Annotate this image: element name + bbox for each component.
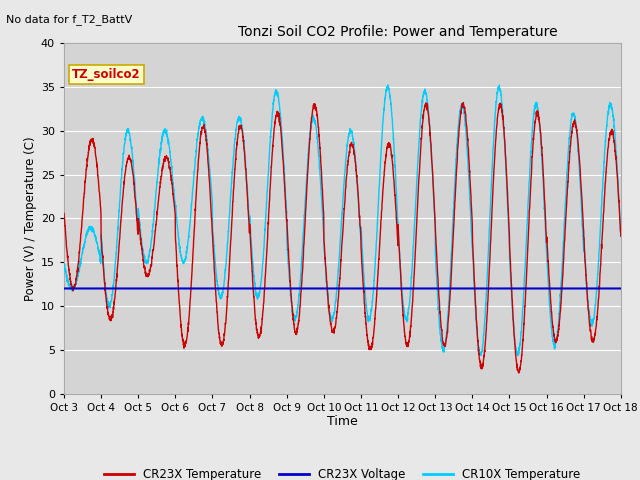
Text: No data for f_T2_BattV: No data for f_T2_BattV <box>6 14 132 25</box>
X-axis label: Time: Time <box>327 415 358 429</box>
Title: Tonzi Soil CO2 Profile: Power and Temperature: Tonzi Soil CO2 Profile: Power and Temper… <box>238 25 558 39</box>
Legend: CR23X Temperature, CR23X Voltage, CR10X Temperature: CR23X Temperature, CR23X Voltage, CR10X … <box>100 463 585 480</box>
Y-axis label: Power (V) / Temperature (C): Power (V) / Temperature (C) <box>24 136 36 300</box>
Text: TZ_soilco2: TZ_soilco2 <box>72 68 141 81</box>
